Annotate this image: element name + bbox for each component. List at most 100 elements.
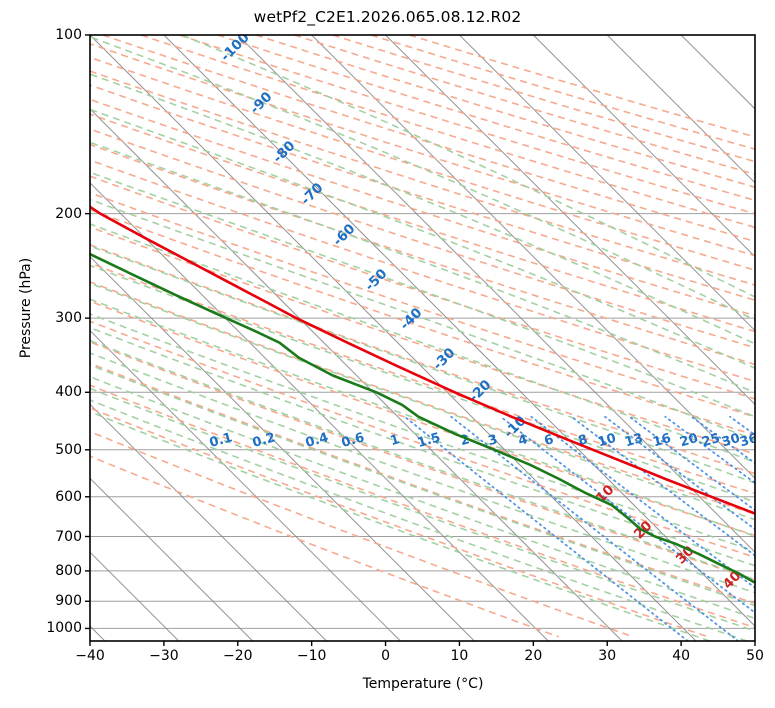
temperature-tick-label: −20	[222, 648, 253, 664]
moist-adiabat-line	[90, 313, 755, 553]
pressure-tick-label: 600	[55, 488, 82, 505]
mixing-ratio-label: 10	[596, 431, 618, 450]
dry-adiabat-line	[408, 35, 755, 138]
moist-adiabat-line	[90, 410, 710, 641]
moist-adiabat-line	[90, 171, 755, 418]
mixing-ratio-label: 16	[651, 431, 673, 450]
dry-adiabat-line	[90, 455, 559, 638]
temperature-tick-label: 30	[598, 648, 617, 664]
pressure-axis-ticks: 100 200 300 400 500 600 700 800 900 1000	[30, 0, 82, 708]
pressure-tick-label: 900	[55, 593, 82, 610]
dry-adiabat-line	[90, 128, 755, 349]
dry-adiabat-line	[90, 243, 755, 475]
isotherm-line	[311, 35, 755, 480]
temperature-trace	[90, 205, 755, 515]
dry-adiabat-line	[90, 159, 755, 383]
temperature-tick-label: 20	[524, 648, 543, 664]
mixing-ratio-label: 0.4	[304, 430, 330, 451]
moist-adiabat-line	[90, 375, 755, 620]
temperature-tick-label: 40	[672, 648, 691, 664]
mixing-ratio-label: 25	[700, 431, 722, 450]
dry-adiabat-line	[140, 35, 755, 229]
moist-adiabat-line	[90, 326, 755, 567]
pressure-tick-label: 800	[55, 562, 82, 579]
dry-adiabat-line	[90, 113, 755, 333]
dry-adiabat-line	[179, 35, 755, 215]
chart-title: wetPf2_C2E1.2026.065.08.12.R02	[253, 8, 522, 26]
mixing-ratio-line	[530, 415, 755, 589]
y-axis-label: Pressure (hPa)	[18, 257, 34, 359]
isotherm-line	[90, 255, 475, 641]
moist-adiabat-line	[90, 264, 755, 503]
moist-adiabat-line	[90, 364, 755, 607]
dry-adiabat-line	[90, 175, 755, 400]
moist-adiabat-line	[90, 35, 755, 321]
isotherm-line	[90, 182, 549, 641]
pressure-tick-label: 700	[55, 528, 82, 545]
temperature-tick-label: −40	[75, 648, 105, 664]
mixing-ratio-line	[604, 415, 755, 531]
dry-adiabat-line	[294, 35, 755, 176]
dry-adiabat-line	[90, 262, 755, 495]
mixing-ratio-line	[499, 415, 755, 614]
grid-group: -100-90-80-70-60-50-40-30-20-100.1 0.2 0.4…	[90, 35, 775, 641]
x-axis-label: Temperature (°C)	[362, 676, 484, 692]
temperature-axis-ticks: −40 −30 −20 −10 0 10 20 30 40 50	[0, 648, 775, 672]
temperature-tick-label: 0	[381, 648, 390, 664]
temperature-tick-label: −30	[149, 648, 179, 664]
mixing-ratio-label: 4	[517, 432, 530, 449]
isotherm-line	[237, 35, 755, 553]
mixing-ratio-line	[758, 417, 775, 641]
pressure-tick-label: 500	[55, 441, 82, 458]
mixing-ratio-line	[570, 415, 755, 557]
isotherm-line	[532, 35, 755, 258]
isotherm-line	[90, 108, 623, 641]
mixing-ratio-label: 1	[389, 432, 402, 449]
mixing-ratio-label: 36	[738, 431, 760, 450]
dry-adiabat-line	[90, 320, 755, 559]
pressure-tick-label: 1000	[46, 620, 82, 637]
dry-adiabat-line	[90, 226, 755, 455]
moist-adiabat-line	[181, 35, 755, 298]
dry-adiabat-line	[90, 341, 755, 581]
pressure-tick-label: 400	[55, 384, 82, 401]
isotherm-line	[90, 403, 327, 641]
mixing-ratio-line	[628, 415, 755, 512]
isotherm-line	[90, 35, 697, 641]
moist-adiabat-line	[90, 298, 755, 538]
dry-adiabat-line	[90, 143, 755, 366]
mixing-ratio-label: 6	[543, 432, 556, 449]
moist-adiabat-line	[90, 108, 755, 370]
mixing-ratio-label: 0.1	[208, 430, 234, 451]
dry-adiabat-line	[370, 35, 755, 151]
dewpoint-trace	[90, 252, 755, 584]
moist-adiabat-line	[90, 399, 748, 641]
temperature-tick-label: 10	[450, 648, 469, 664]
dry-adiabat-line	[90, 84, 755, 302]
dry-adiabat-line	[90, 42, 755, 257]
isotherm-line	[385, 35, 755, 406]
plot-background	[90, 35, 755, 641]
mixing-ratio-label: 3	[487, 432, 500, 449]
mixing-ratio-line	[450, 415, 740, 641]
temperature-tick-label: 50	[746, 648, 764, 664]
dry-adiabat-line	[90, 362, 755, 605]
isotherm-line	[90, 477, 254, 641]
moist-adiabat-line	[90, 198, 755, 441]
pressure-tick-label: 200	[55, 205, 82, 222]
mixing-ratio-label: 13	[623, 431, 645, 450]
pressure-tick-label: 300	[55, 310, 82, 327]
dry-adiabat-line	[90, 430, 634, 638]
mixing-ratio-label: 30	[720, 431, 742, 450]
mixing-ratio-line	[403, 415, 689, 641]
isotherm-line	[754, 35, 755, 36]
mixing-ratio-label: 0.2	[251, 430, 277, 451]
plot-frame	[89, 34, 756, 642]
mixing-ratio-label: 0.6	[340, 430, 366, 451]
dry-adiabat-line	[255, 35, 755, 189]
isotherm-line	[163, 35, 755, 627]
isotherm-line	[459, 35, 755, 332]
pressure-tick-label: 100	[55, 27, 82, 43]
